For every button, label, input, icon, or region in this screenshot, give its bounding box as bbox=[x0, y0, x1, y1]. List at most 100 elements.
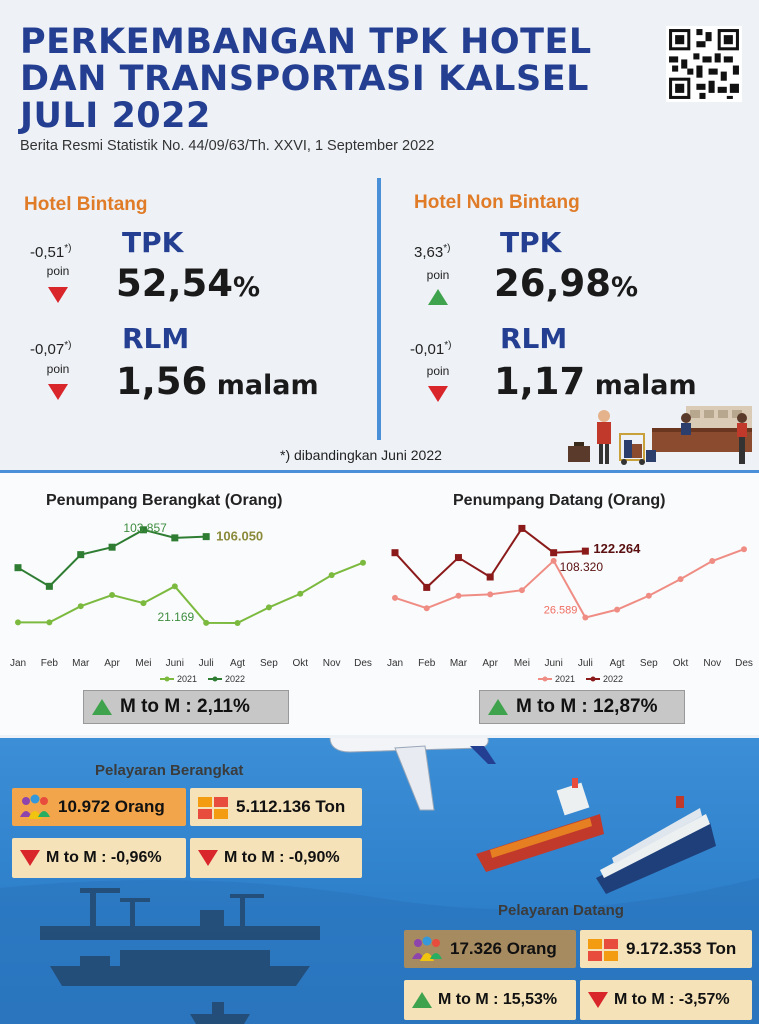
x-tick-label: Jan bbox=[387, 658, 403, 669]
data-point bbox=[265, 604, 272, 611]
hb-rlm-delta: -0,07*) bbox=[30, 340, 72, 358]
data-point bbox=[423, 583, 431, 591]
pd-orang-value: 17.326 Orang bbox=[450, 939, 557, 958]
data-point bbox=[550, 549, 558, 557]
data-label: 122.264 bbox=[593, 541, 641, 556]
airplane-icon bbox=[329, 738, 496, 811]
data-point bbox=[203, 619, 210, 626]
x-tick-label: Okt bbox=[292, 658, 308, 669]
hnb-tpk-delta: 3,63*) bbox=[414, 243, 451, 261]
down-arrow-icon bbox=[48, 384, 68, 400]
pb-mtm-ton: M to M : -0,90% bbox=[224, 849, 340, 866]
legend-label: 2022 bbox=[225, 674, 245, 684]
hnb-tpk-value: 26,98% bbox=[494, 262, 639, 305]
pb-mtm-orang: M to M : -0,96% bbox=[46, 849, 162, 866]
hb-rlm-value: 1,56 malam bbox=[116, 360, 319, 403]
legend-marker bbox=[590, 676, 596, 682]
subtitle: Berita Resmi Statistik No. 44/09/63/Th. … bbox=[20, 138, 435, 154]
x-tick-label: Apr bbox=[104, 658, 120, 669]
hb-tpk-value: 52,54% bbox=[116, 262, 261, 305]
pd-mtm-orang: M to M : 15,53% bbox=[438, 991, 558, 1008]
pd-mtm-ton: M to M : -3,57% bbox=[614, 991, 730, 1008]
x-tick-label: Sep bbox=[640, 658, 658, 669]
page-title: PERKEMBANGAN TPK HOTEL DAN TRANSPORTASI … bbox=[20, 24, 660, 135]
hotel-lobby-illustration bbox=[568, 406, 752, 465]
x-tick-label: Feb bbox=[418, 658, 436, 669]
legend-label: 2021 bbox=[555, 674, 575, 684]
hnb-rlm-delta: -0,01*) bbox=[410, 340, 452, 358]
series-line-2021 bbox=[18, 561, 364, 624]
data-point bbox=[741, 546, 747, 553]
cruise-ship-icon bbox=[596, 796, 716, 894]
legend-label: 2022 bbox=[603, 674, 623, 684]
data-point bbox=[45, 582, 53, 590]
pd-orang-box: 17.326 Orang bbox=[404, 930, 576, 968]
x-tick-label: Juli bbox=[199, 658, 214, 669]
legend-marker bbox=[212, 676, 218, 682]
legend-marker bbox=[542, 676, 548, 682]
data-point bbox=[109, 592, 116, 599]
x-tick-label: Feb bbox=[41, 658, 59, 669]
x-tick-label: Mei bbox=[135, 658, 151, 669]
container-icon bbox=[198, 797, 228, 819]
title-line-2: DAN TRANSPORTASI KALSEL bbox=[20, 59, 589, 99]
section-divider bbox=[377, 178, 381, 440]
data-label: 103.857 bbox=[123, 521, 167, 535]
data-label: 21.169 bbox=[157, 610, 194, 624]
data-point bbox=[582, 614, 589, 621]
data-point bbox=[77, 551, 85, 559]
x-tick-label: Des bbox=[735, 658, 753, 669]
down-arrow-icon bbox=[588, 992, 608, 1008]
data-point bbox=[15, 619, 21, 626]
title-line-1: PERKEMBANGAN TPK HOTEL bbox=[20, 22, 592, 62]
data-point bbox=[518, 524, 526, 532]
data-point bbox=[234, 619, 241, 626]
down-arrow-icon bbox=[20, 850, 40, 866]
data-point bbox=[171, 583, 178, 590]
pb-mtm-ton-box: M to M : -0,90% bbox=[190, 838, 362, 878]
chart-title-berangkat: Penumpang Berangkat (Orang) bbox=[46, 492, 283, 509]
line-charts: Jan Feb Mar Apr Mei Juni Juli Agt Sep Okt Nov Des 20… bbox=[10, 521, 753, 684]
pb-orang-box: 10.972 Orang bbox=[12, 788, 186, 826]
legend-marker bbox=[164, 676, 170, 682]
people-icon bbox=[412, 936, 442, 961]
x-tick-label: Juli bbox=[578, 658, 593, 669]
data-point bbox=[202, 533, 210, 541]
chart-title-datang: Penumpang Datang (Orang) bbox=[453, 492, 666, 509]
data-point bbox=[360, 559, 366, 566]
data-point bbox=[518, 587, 525, 594]
data-label: 26.589 bbox=[544, 605, 578, 617]
hnb-rlm-poin: poin bbox=[426, 364, 450, 378]
hnb-rlm-value: 1,17 malam bbox=[494, 360, 697, 403]
hb-tpk-label: TPK bbox=[122, 226, 184, 259]
pd-ton-value: 9.172.353 Ton bbox=[626, 939, 737, 958]
title-line-3: JULI 2022 bbox=[20, 96, 211, 136]
down-arrow-icon bbox=[428, 386, 448, 402]
up-arrow-icon bbox=[92, 699, 112, 715]
x-tick-label: Jan bbox=[10, 658, 26, 669]
people-icon bbox=[20, 794, 50, 819]
data-label: 108.320 bbox=[560, 560, 604, 574]
hotel-bintang-label: Hotel Bintang bbox=[24, 194, 148, 215]
data-point bbox=[454, 554, 462, 562]
pelayaran-berangkat-title: Pelayaran Berangkat bbox=[95, 762, 244, 779]
data-point bbox=[614, 606, 621, 613]
up-arrow-icon bbox=[412, 992, 432, 1008]
x-tick-label: Mei bbox=[514, 658, 530, 669]
data-point bbox=[677, 576, 684, 583]
data-point bbox=[392, 594, 398, 601]
x-tick-label: Agt bbox=[610, 658, 625, 669]
x-tick-label: Mar bbox=[450, 658, 468, 669]
x-tick-label: Apr bbox=[482, 658, 498, 669]
data-point bbox=[423, 605, 430, 612]
data-point bbox=[550, 557, 557, 564]
hb-tpk-delta: -0,51*) bbox=[30, 243, 72, 261]
data-point bbox=[297, 590, 304, 597]
x-tick-label: Juni bbox=[166, 658, 184, 669]
pb-ton-box: 5.112.136 Ton bbox=[190, 788, 362, 826]
x-tick-label: Agt bbox=[230, 658, 245, 669]
hnb-tpk-poin: poin bbox=[426, 268, 450, 282]
hb-rlm-poin: poin bbox=[46, 362, 70, 376]
qr-code-icon[interactable] bbox=[666, 26, 742, 102]
x-tick-label: Juni bbox=[544, 658, 562, 669]
